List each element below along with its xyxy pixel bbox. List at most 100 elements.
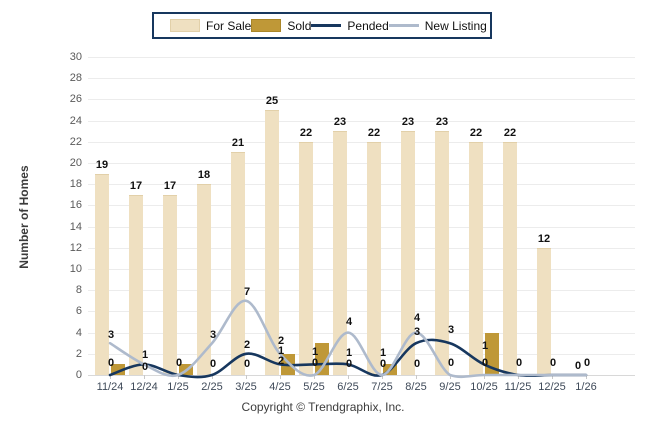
bar-value-label: 22 [503,126,517,139]
x-tick-label: 2/25 [201,381,223,393]
x-tick-mark [178,375,179,379]
y-tick-label: 6 [75,305,82,318]
point-value-label: 3 [413,326,421,339]
point-value-label: 3 [107,329,115,342]
point-value-label: 0 [107,356,115,369]
point-value-label: 1 [311,346,319,359]
for-sale-swatch [170,19,200,32]
x-tick-mark [144,375,145,379]
point-value-label: 3 [209,329,217,342]
x-tick-label: 8/25 [405,381,427,393]
legend-item-for-sale: For Sale [170,19,251,33]
bar-value-label: 12 [537,232,551,245]
legend: For Sale Sold Pended New Listing [152,12,492,39]
gridline [88,247,635,249]
point-value-label: 1 [345,347,353,360]
point-value-label: 0 [141,361,149,373]
for-sale-bar [299,141,313,375]
x-tick-label: 10/25 [470,381,498,393]
y-tick-label: 18 [69,178,82,191]
for-sale-bar [367,141,381,375]
bar-value-label: 23 [435,116,449,129]
for-sale-bar [469,141,483,375]
pended-line [108,338,588,379]
x-tick-mark [484,375,485,379]
point-value-label: 7 [243,285,251,298]
gridline [88,78,635,80]
x-tick-mark [518,375,519,379]
bar-value-label: 18 [197,169,211,182]
y-tick-label: 24 [69,114,82,127]
x-tick-label: 11/25 [504,381,532,393]
for-sale-bar [401,131,415,375]
gridline [88,353,635,355]
for-sale-bar [129,194,143,375]
bar-value-label: 22 [299,126,313,139]
point-value-label: 4 [345,316,353,329]
y-tick-label: 8 [75,284,82,297]
gridline [88,311,635,313]
copyright-text: Copyright © Trendgraphix, Inc. [241,400,405,414]
legend-label-for-sale: For Sale [206,18,252,33]
point-value-label: 0 [209,357,217,370]
x-tick-label: 9/25 [439,381,461,393]
x-tick-mark [586,375,587,379]
point-value-label: 1 [481,339,489,352]
bar-value-label: 21 [231,137,245,150]
x-tick-label: 11/24 [96,381,124,393]
x-tick-mark [450,375,451,379]
point-value-label: 0 [413,357,421,370]
for-sale-bar [537,247,551,375]
x-tick-mark [552,375,553,379]
legend-label-sold: Sold [287,18,312,33]
gridline [88,269,635,270]
for-sale-bar [503,141,517,375]
x-tick-label: 4/25 [269,381,291,393]
gridline [88,375,635,376]
bar-value-label: 19 [95,158,109,171]
gridline [88,120,635,122]
y-tick-label: 4 [75,326,82,339]
x-tick-mark [280,375,281,379]
y-tick-label: 16 [69,199,82,212]
y-tick-label: 28 [69,72,82,85]
point-value-label: 0 [515,356,523,369]
for-sale-bar [197,184,211,375]
gridline [88,226,635,228]
x-tick-mark [314,375,315,379]
x-tick-label: 1/26 [575,381,597,393]
x-tick-label: 1/25 [167,381,189,393]
point-value-label: 0 [175,356,183,369]
legend-item-new-listing: New Listing [388,19,487,33]
sold-bar [315,343,329,375]
legend-item-sold: Sold [251,19,311,33]
x-tick-label: 12/24 [130,381,158,393]
gridline [88,163,635,164]
point-value-label: 3 [447,323,455,336]
bar-value-label: 25 [265,95,279,107]
x-tick-mark [382,375,383,379]
gridline [88,290,635,292]
sold-swatch [251,19,282,32]
y-tick-label: 22 [69,135,82,148]
point-value-label: 0 [549,356,557,369]
new-listing-line [108,299,588,379]
point-value-label: 1 [141,349,149,362]
y-tick-label: 12 [69,241,82,254]
legend-label-pended: Pended [347,18,389,33]
point-value-label: 0 [481,356,489,369]
point-value-label: 0 [311,356,319,369]
gridline [88,57,635,58]
y-tick-label: 30 [69,51,82,63]
y-tick-label: 0 [75,369,82,381]
x-tick-mark [246,375,247,379]
bar-value-label: 23 [333,116,347,129]
bar-value-label: 22 [367,126,381,139]
legend-item-pended: Pended [311,18,389,33]
point-value-label: 1 [277,345,285,358]
gridline [88,141,635,143]
point-value-label: 0 [243,357,251,370]
gridline [88,332,635,334]
